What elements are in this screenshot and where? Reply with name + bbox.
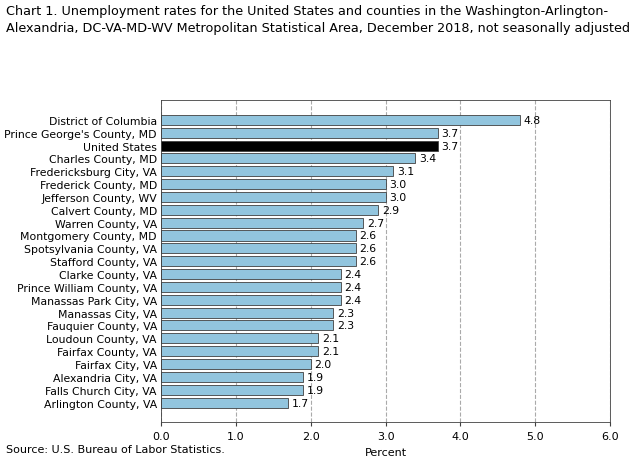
Bar (161, 385, 303, 395)
Text: 3.7: 3.7 (442, 141, 459, 151)
Bar (161, 269, 341, 280)
Text: 2.4: 2.4 (344, 295, 362, 305)
Text: 2.3: 2.3 (337, 321, 354, 331)
Text: 2.9: 2.9 (382, 205, 399, 215)
Bar (161, 321, 333, 331)
Text: 2.1: 2.1 (322, 347, 339, 356)
Text: Chart 1. Unemployment rates for the United States and counties in the Washington: Chart 1. Unemployment rates for the Unit… (6, 5, 630, 34)
Bar (161, 192, 386, 202)
Bar (161, 179, 386, 190)
Text: 2.6: 2.6 (360, 257, 377, 267)
Text: 2.6: 2.6 (360, 231, 377, 241)
Bar (161, 167, 393, 177)
Bar (161, 231, 356, 241)
Bar (161, 257, 356, 267)
Bar (161, 397, 288, 408)
Text: Source: U.S. Bureau of Labor Statistics.: Source: U.S. Bureau of Labor Statistics. (6, 444, 225, 454)
Bar (161, 347, 318, 356)
Text: 3.7: 3.7 (442, 129, 459, 139)
Text: 2.4: 2.4 (344, 282, 362, 292)
Text: 4.8: 4.8 (524, 116, 541, 126)
Text: 1.9: 1.9 (307, 385, 324, 395)
Bar (161, 372, 303, 382)
Text: 3.0: 3.0 (389, 180, 406, 190)
Text: 1.9: 1.9 (307, 372, 324, 382)
Bar (161, 218, 363, 228)
Text: 1.7: 1.7 (292, 397, 309, 408)
Text: 2.0: 2.0 (315, 359, 332, 369)
Text: 3.0: 3.0 (389, 192, 406, 202)
Text: 2.1: 2.1 (322, 334, 339, 343)
Bar (161, 334, 318, 344)
Text: 3.4: 3.4 (419, 154, 436, 164)
X-axis label: Percent: Percent (365, 447, 406, 457)
Bar (161, 295, 341, 305)
Text: 2.4: 2.4 (344, 269, 362, 280)
Text: 2.7: 2.7 (367, 218, 384, 228)
Text: 2.6: 2.6 (360, 244, 377, 254)
Bar (161, 116, 520, 126)
Bar (161, 154, 415, 164)
Bar (161, 244, 356, 254)
Bar (161, 282, 341, 292)
Text: 3.1: 3.1 (397, 167, 414, 177)
Bar (161, 141, 438, 151)
Bar (161, 205, 378, 215)
Bar (161, 308, 333, 318)
Bar (161, 359, 311, 369)
Bar (161, 129, 438, 139)
Text: 2.3: 2.3 (337, 308, 354, 318)
